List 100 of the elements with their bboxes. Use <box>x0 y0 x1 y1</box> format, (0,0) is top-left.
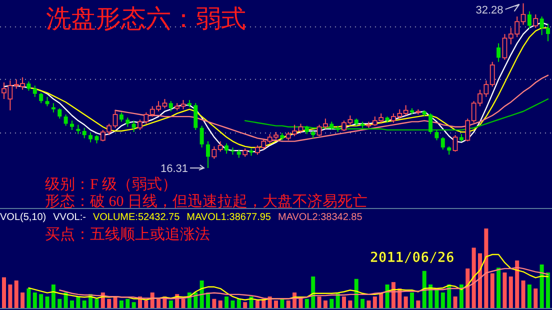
bar <box>82 300 86 308</box>
candlestick <box>168 100 173 112</box>
candlestick <box>206 140 210 168</box>
bar <box>434 288 439 308</box>
bar <box>51 284 56 308</box>
bar <box>472 248 476 308</box>
bar <box>354 278 358 308</box>
bar <box>218 300 222 308</box>
bar <box>2 277 6 308</box>
bar <box>20 292 25 308</box>
bar <box>126 298 130 308</box>
bar <box>404 296 408 308</box>
text: MAVOL1:38677.95 <box>186 212 272 223</box>
bar <box>156 298 161 308</box>
annotation: 32.28 <box>476 4 504 16</box>
bar <box>32 292 37 308</box>
bar <box>317 296 322 308</box>
annotation: 16.31 <box>160 163 188 175</box>
candlestick <box>70 120 74 130</box>
candlestick <box>39 92 44 104</box>
candlestick <box>440 136 445 150</box>
bar <box>466 268 470 308</box>
text: 级别：F 级（弱式） <box>45 176 178 193</box>
bar <box>168 300 173 308</box>
bar <box>119 300 124 308</box>
bar <box>416 300 420 308</box>
bar <box>478 253 482 308</box>
candlestick <box>527 10 532 30</box>
bar <box>70 300 74 308</box>
candlestick <box>496 42 501 62</box>
candlestick <box>82 127 86 139</box>
candlestick <box>194 102 198 130</box>
bar <box>348 300 352 308</box>
bar <box>224 296 229 308</box>
bar <box>515 260 520 308</box>
candlestick <box>452 134 458 152</box>
bar <box>534 288 538 308</box>
bar <box>45 296 50 308</box>
bar <box>26 288 31 308</box>
bar <box>496 268 501 308</box>
candlestick <box>200 125 204 148</box>
bar <box>311 276 316 308</box>
bar <box>286 300 290 308</box>
candlestick <box>434 129 439 141</box>
bar <box>94 298 99 308</box>
bar <box>8 284 12 308</box>
bar <box>385 284 390 308</box>
bar <box>366 300 371 308</box>
candlestick <box>64 114 68 126</box>
bar <box>58 298 62 308</box>
candlestick <box>119 112 124 122</box>
candlestick <box>32 85 37 98</box>
text: VOLUME:52432.75 <box>92 212 180 223</box>
candlestick <box>26 80 31 92</box>
bar <box>484 228 488 308</box>
bar <box>360 298 365 308</box>
annotation: 买点：五线顺上或追涨法 <box>45 226 210 243</box>
candlestick <box>428 112 433 135</box>
bar <box>540 264 544 308</box>
bar <box>39 294 44 308</box>
bar <box>490 273 494 308</box>
bar <box>14 280 18 308</box>
bar <box>181 298 186 308</box>
candlestick <box>546 23 550 42</box>
text: 形态：破 60 日线，但迅速拉起，大盘不济易死亡 <box>45 193 368 210</box>
bar <box>107 298 112 308</box>
candlestick <box>88 132 93 143</box>
bar <box>342 296 346 308</box>
bar <box>132 302 136 308</box>
candlestick <box>540 16 544 36</box>
candlestick <box>45 96 50 107</box>
bar <box>453 296 458 308</box>
bar <box>255 300 260 308</box>
bar <box>243 302 248 308</box>
candlestick <box>533 14 538 28</box>
text: VOL(5,10) <box>0 212 46 223</box>
candlestick <box>126 117 130 128</box>
bar <box>274 300 278 308</box>
candlestick <box>76 124 80 135</box>
bar <box>521 280 526 308</box>
bar <box>236 298 241 308</box>
text: MAVOL2:38342.85 <box>278 212 363 223</box>
bar <box>502 272 507 308</box>
bar <box>76 296 80 308</box>
bar <box>212 298 216 308</box>
text: VVOL:- <box>53 212 86 223</box>
candlestick <box>51 102 56 113</box>
bar <box>546 272 550 308</box>
bar <box>323 300 328 308</box>
bar <box>440 292 445 308</box>
bar <box>304 298 309 308</box>
bar <box>372 296 377 308</box>
bar <box>410 292 414 308</box>
bar <box>527 284 532 308</box>
candlestick <box>58 108 62 120</box>
annotation: 2011/06/26 <box>370 250 454 266</box>
bar <box>422 270 426 308</box>
bar <box>144 300 148 308</box>
bar <box>230 300 235 308</box>
candlestick <box>224 142 229 154</box>
